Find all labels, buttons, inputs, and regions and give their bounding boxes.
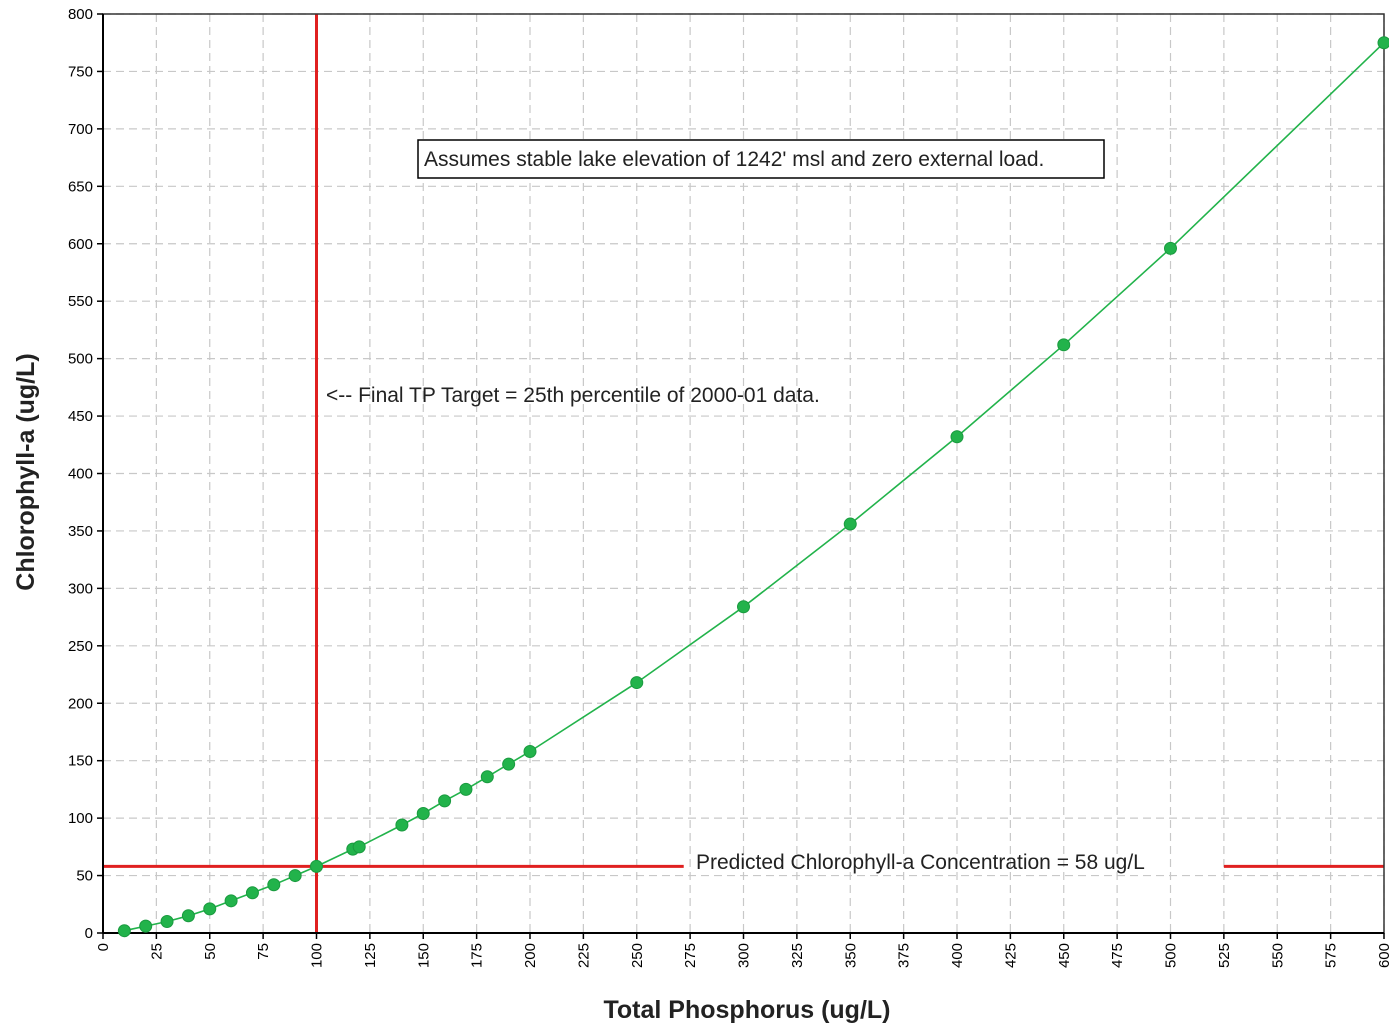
x-tick-label: 475 xyxy=(1109,943,1126,968)
data-point xyxy=(630,676,644,690)
data-point xyxy=(117,924,131,938)
x-tick-label: 200 xyxy=(522,943,539,968)
predicted-concentration-note: Predicted Chlorophyll-a Concentration = … xyxy=(696,851,1145,874)
y-tick-labels: 0 50 100 150 200 250 300 350 400 450 500 550 600 650 7… xyxy=(68,6,93,942)
x-tick-label: 300 xyxy=(736,943,753,968)
data-point xyxy=(1164,241,1177,255)
y-tick-label: 250 xyxy=(68,638,93,655)
x-tick-label: 25 xyxy=(148,943,165,960)
data-point xyxy=(310,859,323,873)
y-tick-label: 650 xyxy=(68,178,93,195)
data-point xyxy=(160,915,174,929)
x-tick-label: 225 xyxy=(575,943,592,968)
data-point xyxy=(950,430,964,444)
reference-lines xyxy=(103,14,1384,933)
data-point xyxy=(352,840,366,854)
target-note: <-- Final TP Target = 25th percentile of… xyxy=(326,384,820,407)
y-tick-label: 700 xyxy=(68,121,93,138)
y-tick-label: 50 xyxy=(76,868,93,885)
x-tick-label: 250 xyxy=(629,943,646,968)
y-tick-label: 350 xyxy=(68,523,93,540)
data-point xyxy=(224,894,238,908)
y-tick-label: 500 xyxy=(68,351,93,368)
assumption-note-text: Assumes stable lake elevation of 1242' m… xyxy=(424,148,1044,171)
x-axis-title: Total Phosphorus (ug/L) xyxy=(604,996,891,1024)
x-tick-label: 125 xyxy=(362,943,379,968)
data-point xyxy=(1057,338,1071,352)
assumption-note-box xyxy=(417,139,1105,179)
x-tick-label: 150 xyxy=(415,943,432,968)
data-point xyxy=(737,600,750,614)
data-point xyxy=(459,782,473,796)
data-point xyxy=(203,902,217,916)
y-tick-label: 800 xyxy=(68,6,93,23)
y-tick-label: 100 xyxy=(68,810,93,827)
y-tick-label: 0 xyxy=(85,925,93,942)
data-point xyxy=(480,770,494,784)
x-tick-label: 525 xyxy=(1216,943,1233,968)
y-tick-label: 300 xyxy=(68,580,93,597)
x-tick-label: 400 xyxy=(949,943,966,968)
data-point xyxy=(438,794,452,808)
x-tick-label: 175 xyxy=(469,943,486,968)
y-axis-title: Chlorophyll-a (ug/L) xyxy=(12,353,40,590)
x-tick-label: 500 xyxy=(1163,943,1180,968)
y-tick-label: 750 xyxy=(68,63,93,80)
data-point xyxy=(288,869,302,883)
x-tick-label: 275 xyxy=(682,943,699,968)
y-tick-label: 200 xyxy=(68,695,93,712)
data-point xyxy=(1377,36,1389,50)
data-point xyxy=(843,517,857,531)
assumption-note: Assumes stable lake elevation of 1242' m… xyxy=(417,139,1105,179)
y-tick-label: 400 xyxy=(68,466,93,483)
x-tick-label: 325 xyxy=(789,943,806,968)
x-tick-label: 450 xyxy=(1056,943,1073,968)
data-point xyxy=(181,909,195,923)
x-tick-label: 100 xyxy=(309,943,326,968)
data-point xyxy=(502,757,516,771)
x-tick-label: 75 xyxy=(255,943,272,960)
y-tick-label: 550 xyxy=(68,293,93,310)
x-tick-label: 50 xyxy=(202,943,219,960)
data-series xyxy=(117,36,1389,938)
x-tick-label: 425 xyxy=(1002,943,1019,968)
data-point xyxy=(395,818,409,832)
x-tick-label: 0 xyxy=(95,943,112,951)
data-point xyxy=(416,807,430,821)
data-point xyxy=(523,744,537,758)
x-tick-label: 600 xyxy=(1376,943,1389,968)
x-tick-label: 550 xyxy=(1269,943,1286,968)
x-tick-label: 575 xyxy=(1323,943,1340,968)
x-tick-label: 350 xyxy=(842,943,859,968)
data-point xyxy=(267,878,281,892)
y-tick-label: 150 xyxy=(68,753,93,770)
y-tick-label: 450 xyxy=(68,408,93,425)
data-point xyxy=(139,919,153,933)
data-point xyxy=(245,886,259,900)
x-tick-label: 375 xyxy=(896,943,913,968)
x-tick-labels: 0 25 50 75 100 125 150 175 200 225 250 275 300 325 350… xyxy=(95,943,1389,968)
axes xyxy=(97,13,1385,939)
y-tick-label: 600 xyxy=(68,236,93,253)
